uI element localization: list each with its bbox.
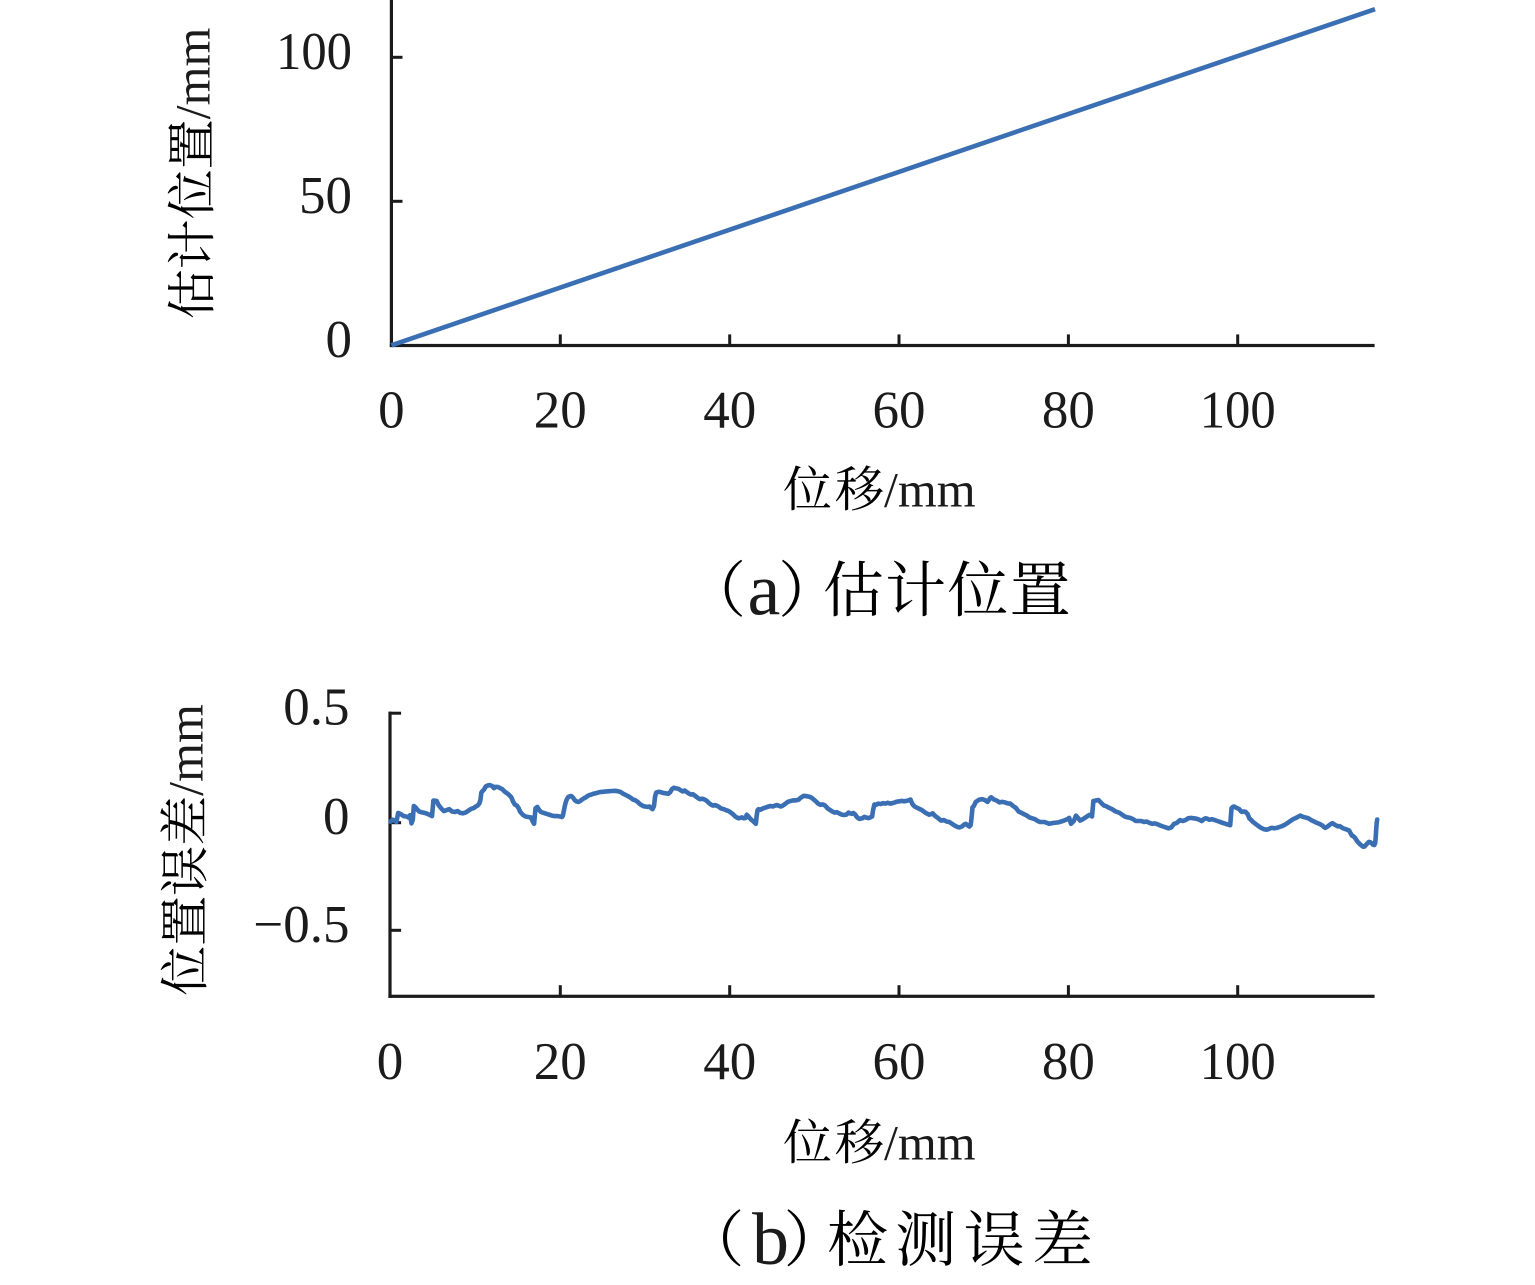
svg-text:a: a <box>748 550 781 632</box>
svg-text:80: 80 <box>1042 1033 1095 1091</box>
svg-text:/mm: /mm <box>165 28 221 120</box>
svg-text:50: 50 <box>299 167 352 225</box>
svg-text:−0.5: −0.5 <box>253 896 349 954</box>
svg-text:100: 100 <box>1200 382 1276 440</box>
svg-text:80: 80 <box>1042 382 1095 440</box>
svg-text:60: 60 <box>873 382 926 440</box>
svg-text:/mm: /mm <box>884 1115 976 1171</box>
svg-text:0: 0 <box>377 1033 404 1091</box>
svg-text:100: 100 <box>1200 1033 1276 1091</box>
svg-text:100: 100 <box>276 23 352 81</box>
svg-text:60: 60 <box>873 1033 926 1091</box>
svg-text:b: b <box>752 1199 789 1280</box>
svg-text:20: 20 <box>534 382 587 440</box>
svg-text:0: 0 <box>323 788 350 846</box>
svg-text:0.5: 0.5 <box>283 679 349 737</box>
svg-text:0: 0 <box>378 382 405 440</box>
svg-text:20: 20 <box>534 1033 587 1091</box>
svg-text:40: 40 <box>703 382 756 440</box>
svg-text:40: 40 <box>703 1033 756 1091</box>
svg-text:0: 0 <box>326 311 353 369</box>
svg-text:/mm: /mm <box>158 704 214 796</box>
svg-text:/mm: /mm <box>884 462 976 518</box>
